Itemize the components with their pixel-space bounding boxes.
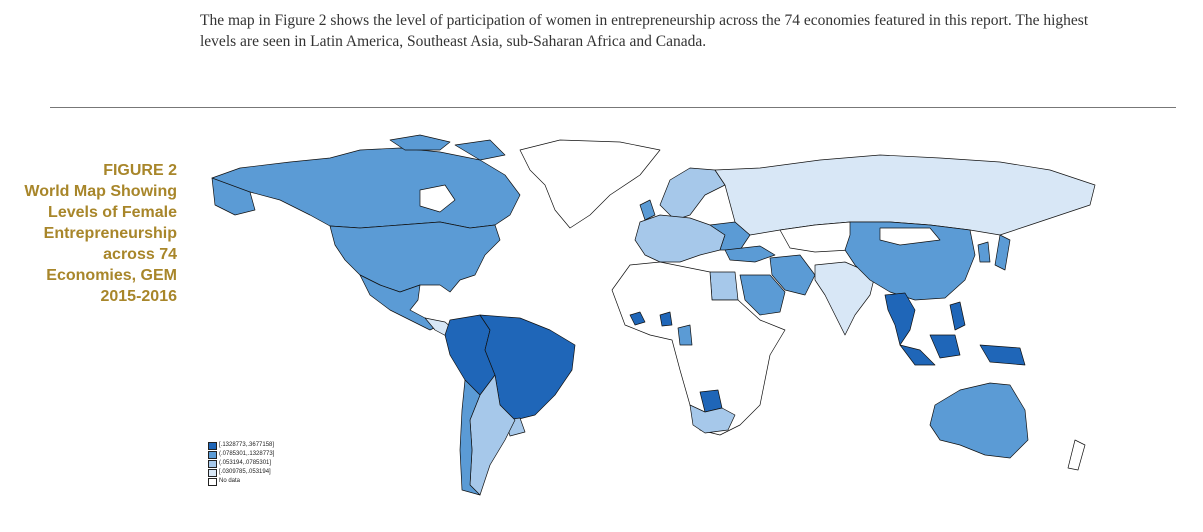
legend-label: No data xyxy=(219,478,241,484)
map-legend: [.1328773,.3677158] (.0785301,.1328773] (.… xyxy=(208,441,274,486)
south-africa xyxy=(689,404,736,434)
legend-swatch xyxy=(208,477,217,486)
uk xyxy=(639,199,656,221)
korea-japan xyxy=(977,234,1011,271)
greenland xyxy=(519,139,661,229)
figure-title-line: Economies, GEM xyxy=(46,267,177,284)
canada-islands xyxy=(389,134,506,161)
legend-entry: [.1328773,.3677158] xyxy=(208,441,274,450)
brazil xyxy=(479,314,576,421)
new-zealand xyxy=(1067,439,1086,471)
scandinavia xyxy=(659,167,726,221)
west-africa xyxy=(629,311,673,327)
figure-title-line: 2015-2016 xyxy=(100,288,177,305)
russia xyxy=(714,154,1096,236)
legend-entry: (.053194,.0785301] xyxy=(208,459,274,468)
world-map xyxy=(211,134,1096,496)
legend-entry: No data xyxy=(208,477,274,486)
figure-label: FIGURE 2 xyxy=(103,162,177,179)
philippines xyxy=(949,301,966,331)
legend-swatch xyxy=(208,468,217,477)
saudi-arabia xyxy=(739,274,786,316)
figure-title-line: across 74 xyxy=(103,246,177,263)
cameroon xyxy=(677,324,693,346)
iran xyxy=(769,254,816,296)
legend-label: (.053194,.0785301] xyxy=(219,460,272,466)
legend-swatch xyxy=(208,459,217,468)
western-europe xyxy=(634,214,726,263)
mongolia xyxy=(879,227,941,246)
canada xyxy=(211,147,521,229)
hudson-bay xyxy=(419,184,456,213)
figure-title-line: World Map Showing xyxy=(24,183,177,200)
legend-swatch xyxy=(208,441,217,450)
figure-title-line: Entrepreneurship xyxy=(43,225,177,242)
figure-title: World Map Showing Levels of Female Entrepr… xyxy=(0,181,177,307)
egypt xyxy=(709,271,739,301)
chile xyxy=(459,379,481,496)
usa xyxy=(329,221,501,293)
turkey xyxy=(724,245,776,263)
figure-caption: FIGURE 2 World Map Showing Levels of Fema… xyxy=(0,160,177,307)
legend-entry: [.0309785,.053194] xyxy=(208,468,274,477)
legend-label: [.1328773,.3677158] xyxy=(219,442,275,448)
australia xyxy=(929,382,1029,459)
legend-entry: (.0785301,.1328773] xyxy=(208,450,274,459)
indonesia xyxy=(899,334,1026,366)
alaska xyxy=(211,177,256,216)
africa xyxy=(611,261,786,436)
china xyxy=(844,221,976,301)
southeast-asia xyxy=(884,292,916,346)
legend-label: (.0785301,.1328773] xyxy=(219,451,275,457)
horizontal-rule xyxy=(50,107,1176,108)
legend-label: [.0309785,.053194] xyxy=(219,469,271,475)
legend-swatch xyxy=(208,450,217,459)
figure-title-line: Levels of Female xyxy=(48,204,177,221)
body-paragraph: The map in Figure 2 shows the level of p… xyxy=(200,12,1089,50)
